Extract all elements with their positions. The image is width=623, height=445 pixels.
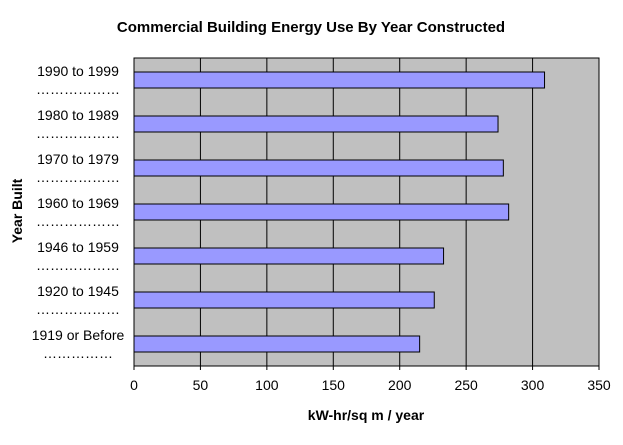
bar <box>133 335 421 353</box>
x-tick-label: 300 <box>521 377 545 393</box>
x-tick-label: 100 <box>255 377 279 393</box>
y-category-label: 1970 to 1979 <box>37 151 119 167</box>
bar <box>133 247 445 265</box>
x-tick-label: 200 <box>388 377 412 393</box>
y-category-dots: ……………… <box>36 301 120 317</box>
y-category-label: 1990 to 1999 <box>37 63 119 79</box>
bar <box>133 291 435 309</box>
y-category-dots: ……………… <box>36 81 120 97</box>
y-category-label: 1920 to 1945 <box>37 283 119 299</box>
bars <box>133 71 546 353</box>
y-category-dots: ……………… <box>36 169 120 185</box>
x-tick-labels: 0 50 100 150 200 250 300 350 <box>130 366 611 393</box>
bar <box>133 203 510 221</box>
chart-title: Commercial Building Energy Use By Year C… <box>117 19 505 36</box>
x-axis-title: kW-hr/sq m / year <box>308 407 425 423</box>
y-category-label: 1960 to 1969 <box>37 195 119 211</box>
category-labels: 1990 to 1999 ……………… 1980 to 1989 ……………… 1970… <box>32 63 125 361</box>
x-tick-label: 50 <box>193 377 209 393</box>
y-category-label: 1980 to 1989 <box>37 107 119 123</box>
y-category-dots: …………… <box>43 345 113 361</box>
x-tick-label: 350 <box>587 377 611 393</box>
y-category-dots: ……………… <box>36 213 120 229</box>
y-category-dots: ……………… <box>36 125 120 141</box>
y-category-dots: ……………… <box>36 257 120 273</box>
bar <box>133 115 499 133</box>
x-tick-label: 0 <box>130 377 138 393</box>
bar <box>133 159 504 177</box>
y-axis-title: Year Built <box>9 178 25 243</box>
y-category-label: 1946 to 1959 <box>37 239 119 255</box>
y-category-label: 1919 or Before <box>32 327 125 343</box>
bar <box>133 71 546 89</box>
x-tick-label: 150 <box>322 377 346 393</box>
x-tick-label: 250 <box>454 377 478 393</box>
